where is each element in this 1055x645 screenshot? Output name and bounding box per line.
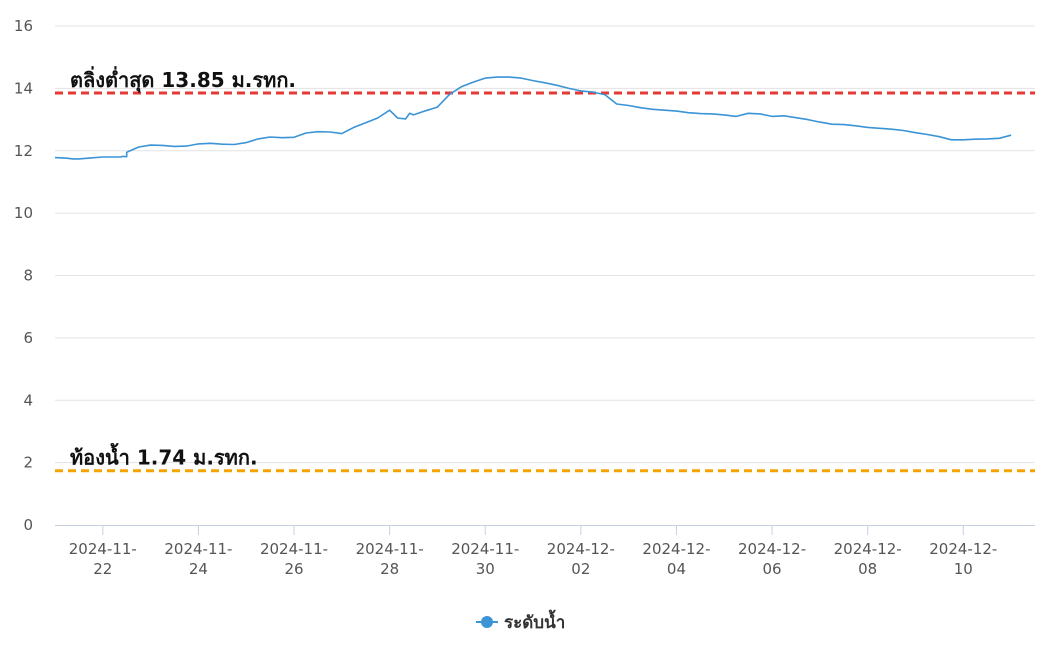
series-layer [54, 76, 1012, 160]
x-tick-label: 2024-12-04 [642, 540, 710, 578]
y-axis-ticks: 0 2 4 6 8 10 12 14 16 [14, 17, 33, 534]
x-tick-label: 2024-11-26 [260, 540, 328, 578]
grid-lines [55, 25, 1035, 464]
legend-item-water-level[interactable]: ระดับน้ำ [476, 610, 565, 634]
x-axis: 2024-11-22 2024-11-24 2024-11-26 2024-11-28… [55, 525, 1035, 578]
x-tick-label: 2024-12-02 [547, 540, 615, 578]
series-line-water-level [54, 76, 1012, 160]
reference-line-label: ท้องน้ำ 1.74 ม.รทก. [70, 443, 258, 470]
x-tick-label: 2024-12-10 [929, 540, 997, 578]
y-tick-label: 12 [14, 142, 33, 160]
x-tick-label: 2024-11-30 [451, 540, 519, 578]
legend-label: ระดับน้ำ [504, 612, 566, 633]
x-tick-label: 2024-11-24 [164, 540, 232, 578]
y-tick-label: 10 [14, 204, 33, 222]
y-tick-label: 6 [23, 329, 33, 347]
x-tick-label: 2024-11-28 [356, 540, 424, 578]
reference-line-label: ตลิ่งต่ำสุด 13.85 ม.รทก. [70, 65, 296, 93]
y-tick-label: 8 [23, 267, 33, 285]
y-tick-label: 2 [23, 454, 33, 472]
legend-marker-icon [476, 615, 498, 629]
x-tick-label: 2024-12-06 [738, 540, 806, 578]
x-tick-label: 2024-11-22 [69, 540, 137, 578]
x-tick-label: 2024-12-08 [834, 540, 902, 578]
y-tick-label: 0 [23, 516, 33, 534]
reference-lines: ตลิ่งต่ำสุด 13.85 ม.รทก. ท้องน้ำ 1.74 ม.ร… [55, 65, 1035, 473]
y-tick-label: 14 [14, 79, 33, 97]
y-tick-label: 16 [14, 17, 33, 35]
y-tick-label: 4 [23, 391, 33, 409]
